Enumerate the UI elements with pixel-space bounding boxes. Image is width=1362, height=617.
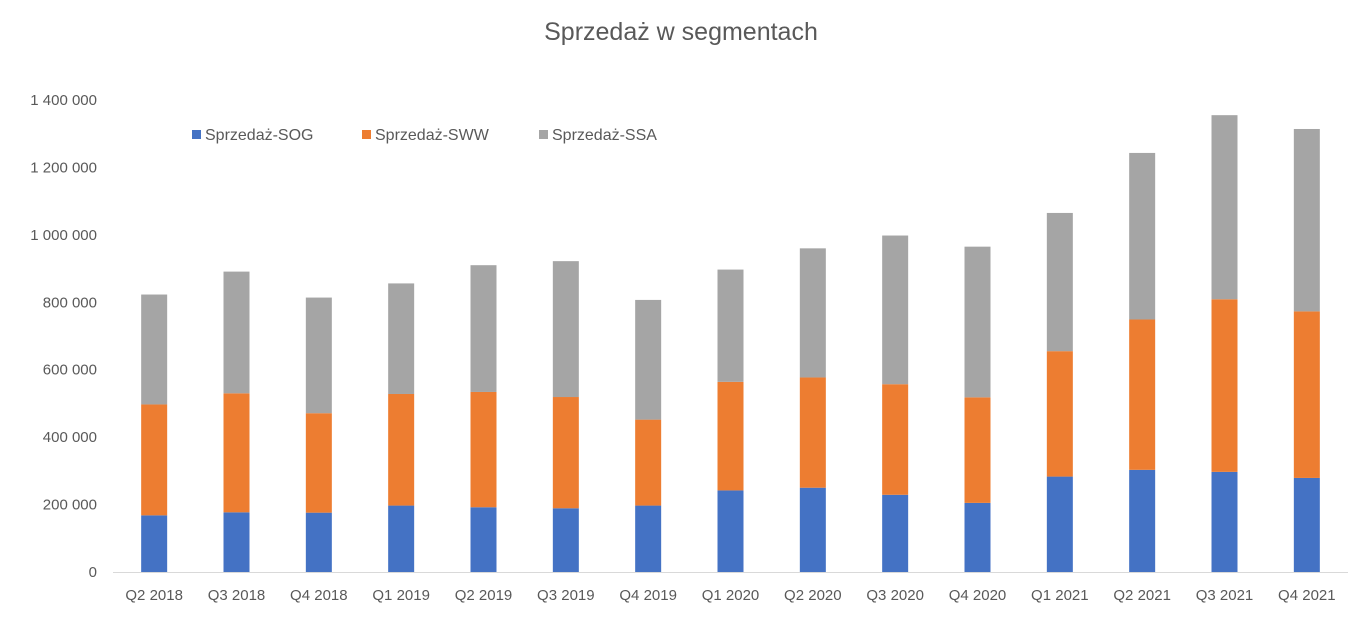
bar-sprzeda-sog-9 <box>882 494 909 572</box>
y-tick-label: 1 200 000 <box>30 159 97 176</box>
legend: Sprzedaż-SOG Sprzedaż-SWW Sprzedaż-SSA <box>192 127 657 144</box>
x-tick-label: Q4 2020 <box>949 587 1007 604</box>
bar-sprzeda-sww-11 <box>1046 351 1073 477</box>
bar-sprzeda-sog-1 <box>223 512 250 572</box>
bar-sprzeda-sww-12 <box>1129 319 1156 470</box>
x-tick-label: Q4 2021 <box>1278 587 1336 604</box>
bar-sprzeda-ssa-10 <box>964 246 991 398</box>
x-tick-label: Q3 2020 <box>866 587 924 604</box>
bar-sprzeda-ssa-1 <box>223 271 250 394</box>
bar-sprzeda-ssa-2 <box>305 297 332 414</box>
bar-sprzeda-ssa-14 <box>1293 128 1320 312</box>
bar-sprzeda-ssa-8 <box>799 248 826 378</box>
bar-sprzeda-sog-13 <box>1211 471 1238 572</box>
bar-sprzeda-sww-6 <box>635 419 662 506</box>
y-tick-label: 1 400 000 <box>30 92 97 109</box>
bar-sprzeda-ssa-3 <box>388 283 415 394</box>
y-tick-label: 1 000 000 <box>30 227 97 244</box>
bar-sprzeda-sog-14 <box>1293 477 1320 572</box>
y-tick-label: 800 000 <box>43 294 97 311</box>
bar-sprzeda-ssa-7 <box>717 269 744 382</box>
bar-sprzeda-ssa-13 <box>1211 115 1238 300</box>
y-tick-label: 400 000 <box>43 429 97 446</box>
bar-sprzeda-sww-8 <box>799 377 826 488</box>
x-tick-label: Q4 2019 <box>619 587 677 604</box>
bar-sprzeda-sog-2 <box>305 512 332 572</box>
bar-sprzeda-ssa-6 <box>635 299 662 420</box>
bar-sprzeda-sww-7 <box>717 381 744 491</box>
bar-sprzeda-sog-8 <box>799 487 826 572</box>
x-tick-label: Q2 2019 <box>455 587 513 604</box>
bar-sprzeda-ssa-0 <box>141 294 168 405</box>
x-tick-label: Q1 2020 <box>702 587 760 604</box>
bar-sprzeda-sog-12 <box>1129 469 1156 572</box>
bar-sprzeda-sog-4 <box>470 507 497 572</box>
bar-sprzeda-sww-2 <box>305 413 332 513</box>
legend-label-0: Sprzedaż-SOG <box>205 127 313 144</box>
y-axis: 0 200 000 400 000 600 000 800 000 1 000 000 1 … <box>30 92 97 581</box>
x-tick-label: Q4 2018 <box>290 587 348 604</box>
bar-sprzeda-sww-0 <box>141 404 168 516</box>
x-axis: Q2 2018 Q3 2018 Q4 2018 Q1 2019 Q2 2019 Q3 20… <box>113 572 1348 604</box>
chart-title: Sprzedaż w segmentach <box>544 18 818 46</box>
bar-sprzeda-ssa-9 <box>882 235 909 385</box>
bar-sprzeda-sog-6 <box>635 505 662 572</box>
bar-sprzeda-ssa-5 <box>552 261 579 398</box>
bar-sprzeda-sog-3 <box>388 505 415 572</box>
legend-swatch-1 <box>362 130 371 139</box>
x-tick-label: Q3 2018 <box>208 587 266 604</box>
bar-sprzeda-sww-14 <box>1293 311 1320 478</box>
bar-sprzeda-sog-11 <box>1046 476 1073 572</box>
bar-sprzeda-ssa-11 <box>1046 212 1073 352</box>
bar-sprzeda-sog-5 <box>552 508 579 572</box>
y-tick-label: 200 000 <box>43 497 97 514</box>
bar-sprzeda-sww-3 <box>388 393 415 506</box>
x-tick-label: Q2 2018 <box>125 587 183 604</box>
bar-sprzeda-sww-9 <box>882 384 909 495</box>
x-tick-label: Q2 2020 <box>784 587 842 604</box>
legend-label-2: Sprzedaż-SSA <box>552 127 657 144</box>
y-tick-label: 0 <box>89 564 97 581</box>
bar-sprzeda-sog-10 <box>964 502 991 572</box>
x-tick-label: Q3 2019 <box>537 587 595 604</box>
x-tick-label: Q1 2021 <box>1031 587 1089 604</box>
bar-sprzeda-ssa-4 <box>470 265 497 392</box>
y-tick-label: 600 000 <box>43 362 97 379</box>
legend-swatch-2 <box>539 130 548 139</box>
bar-sprzeda-sww-1 <box>223 393 250 513</box>
x-tick-label: Q2 2021 <box>1113 587 1171 604</box>
bar-sprzeda-ssa-12 <box>1129 152 1156 320</box>
x-tick-label: Q3 2021 <box>1196 587 1254 604</box>
bar-sprzeda-sog-7 <box>717 490 744 572</box>
bar-sprzeda-sww-13 <box>1211 299 1238 472</box>
bar-sprzeda-sww-10 <box>964 397 991 503</box>
bars <box>141 115 1320 572</box>
x-tick-label: Q1 2019 <box>372 587 430 604</box>
legend-swatch-0 <box>192 130 201 139</box>
legend-label-1: Sprzedaż-SWW <box>375 127 490 144</box>
bar-sprzeda-sog-0 <box>141 515 168 572</box>
bar-sprzeda-sww-4 <box>470 391 497 508</box>
bar-sprzeda-sww-5 <box>552 397 579 509</box>
